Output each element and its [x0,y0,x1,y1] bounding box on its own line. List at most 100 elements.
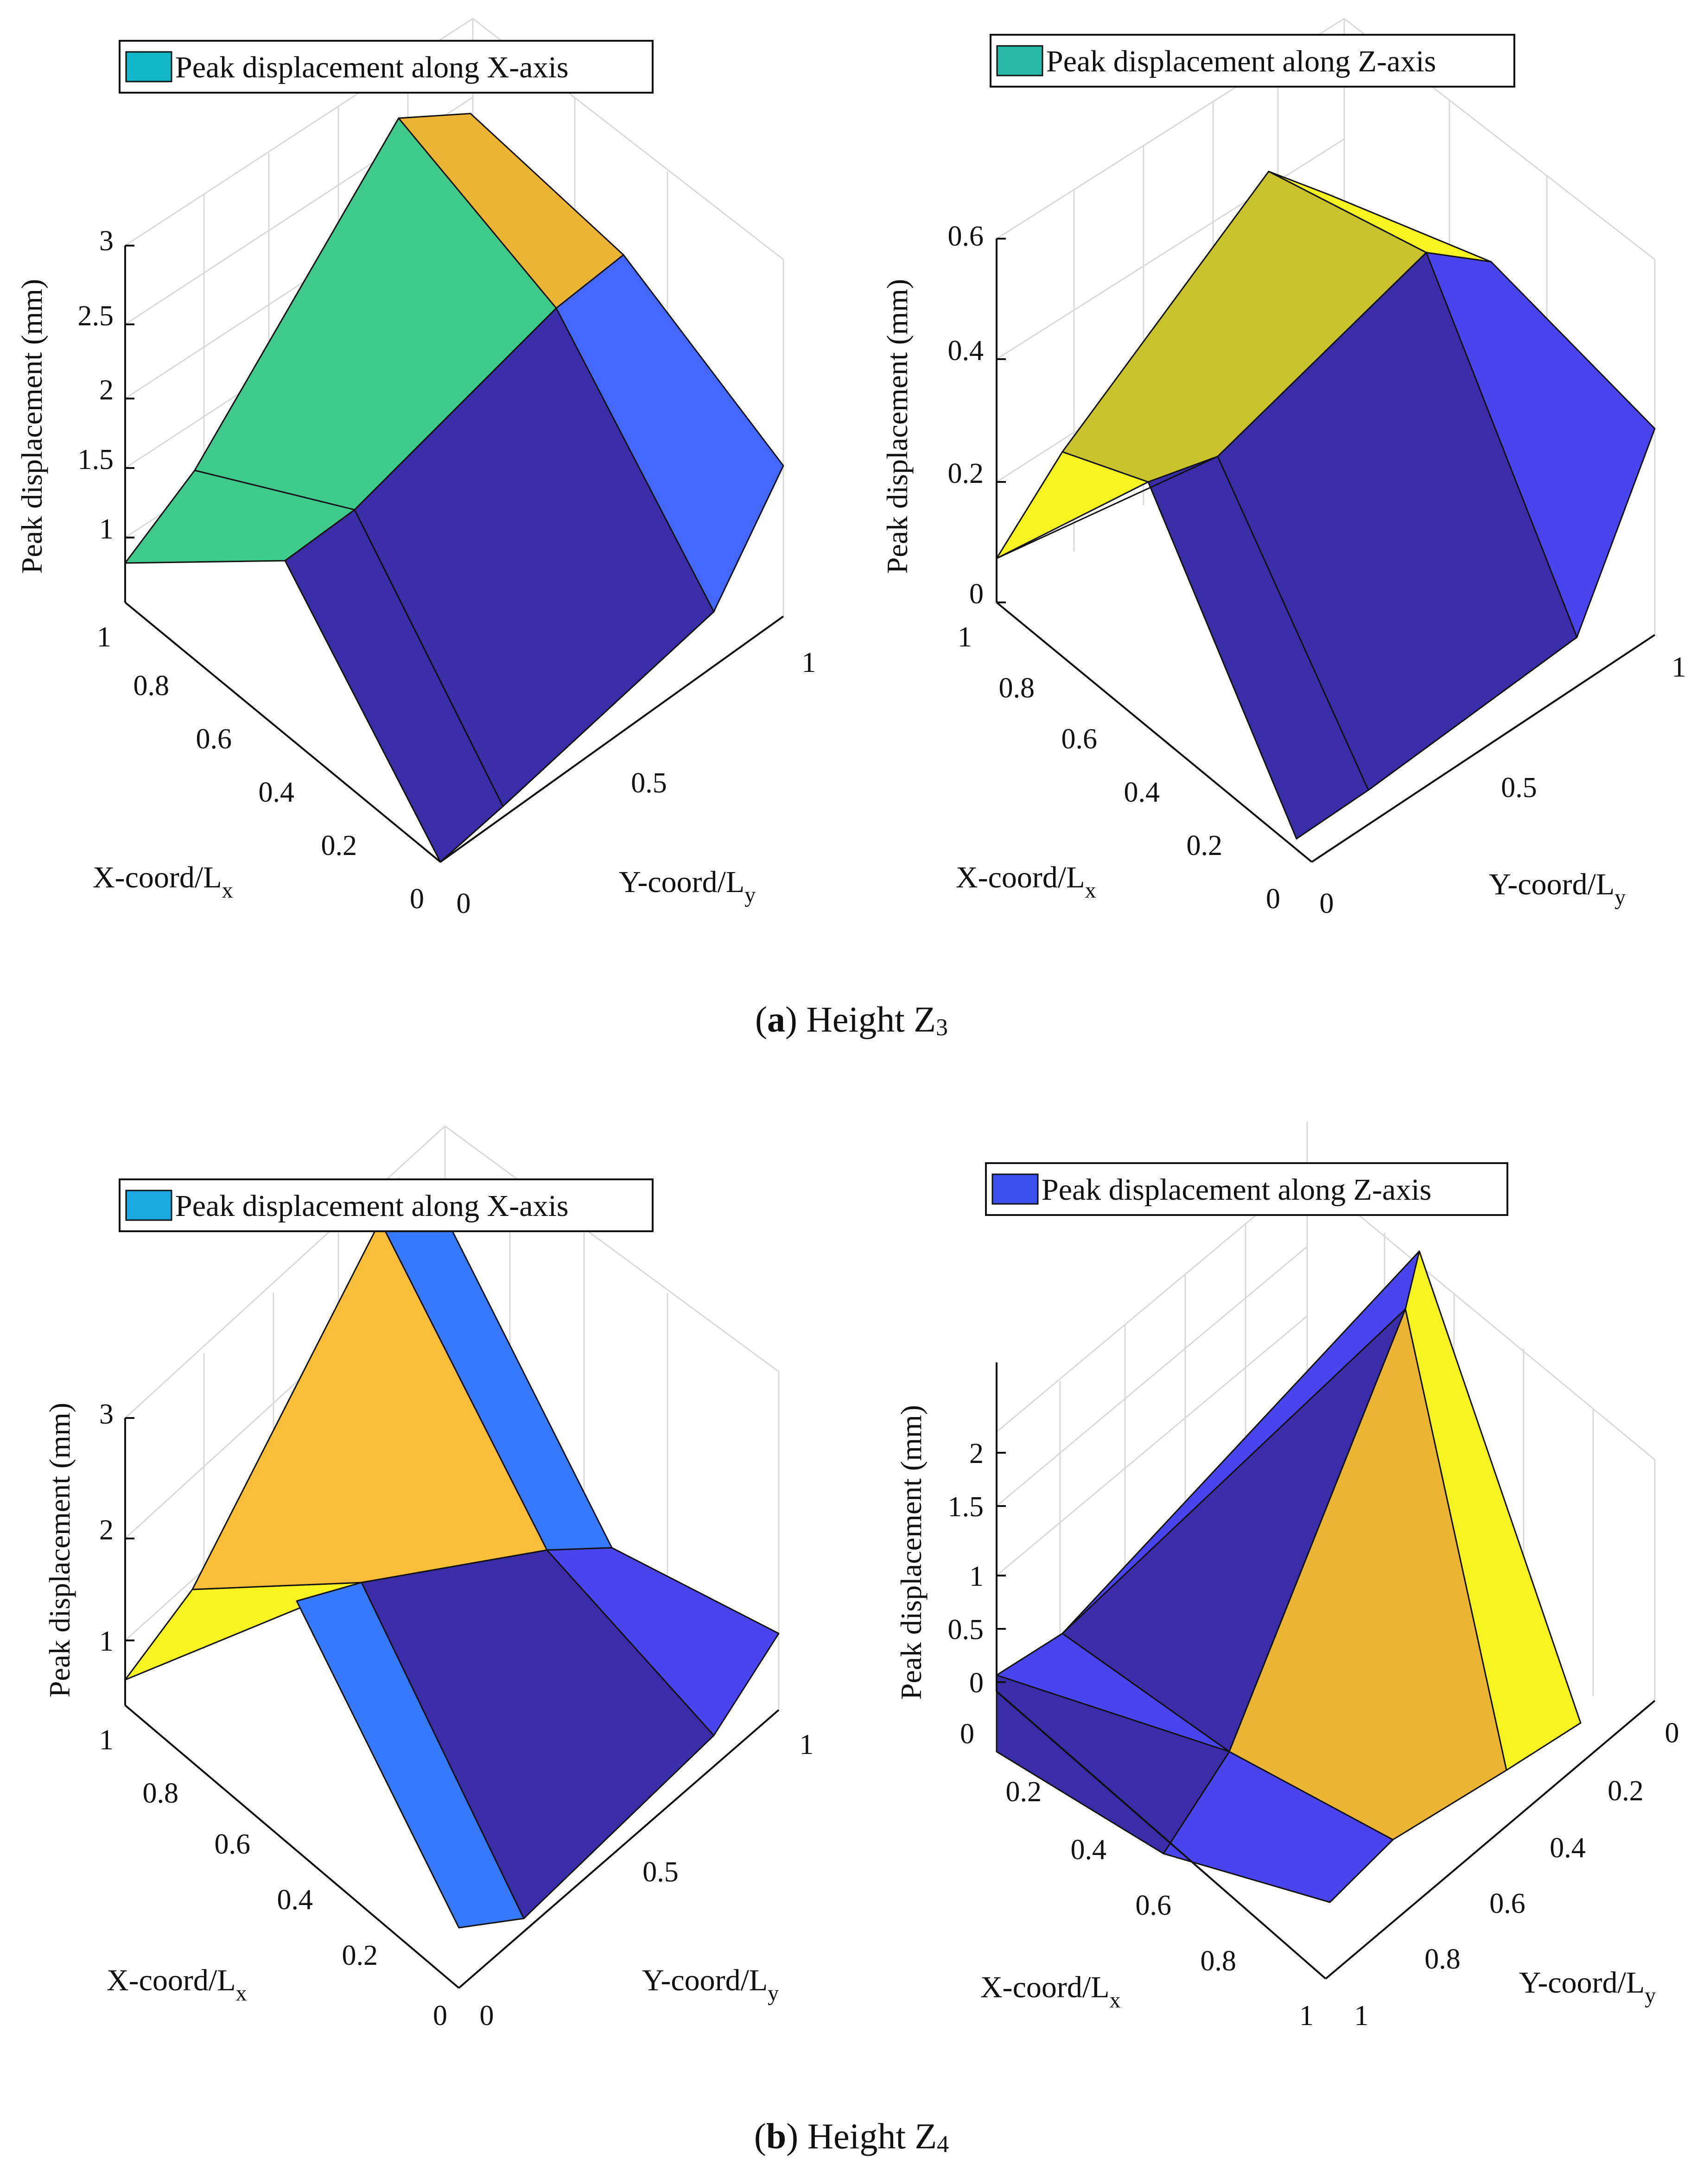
ticks [125,1417,134,1641]
y-tick-label: 1 [800,1729,814,1760]
legend: Peak displacement along Z-axis [985,1162,1508,1216]
x-tick-label: 1 [958,621,972,653]
ticks [125,245,134,538]
chart-b-left-svg: 1 2 3 0 0.2 0.4 0.6 0.8 1 0 0.5 1 Peak d… [43,1125,814,2032]
chart-b-right-svg: 0 0.5 1 1.5 2 0 0.2 0.4 0.6 0.8 1 0 0.2 … [895,1121,1679,2032]
y-tick-label: 1 [1354,2000,1369,2032]
legend-swatch [991,1173,1039,1205]
chart-b-right: 0 0.5 1 1.5 2 0 0.2 0.4 0.6 0.8 1 0 0.2 … [852,1094,1703,2057]
z-tick-label: 0.6 [948,221,984,252]
x-tick-labels: 0 0.2 0.4 0.6 0.8 1 [960,1718,1314,2032]
x-tick-label: 0.8 [133,670,170,702]
axes [124,246,784,863]
x-tick-labels: 0 0.2 0.4 0.6 0.8 1 [99,1724,447,2032]
y-tick-label: 0.8 [1424,1943,1461,1975]
y-tick-labels: 0 0.5 1 [480,1729,814,2032]
surface [996,171,1656,840]
caption-a-letter: a [767,999,786,1039]
caption-b-sub: 4 [937,2131,949,2158]
z-tick-label: 0.2 [948,458,984,489]
z-tick-labels: 1 1.5 2 2.5 3 [78,225,114,545]
z-axis-label: Peak displacement (mm) [881,279,914,574]
chart-a-right-svg: 0 0.2 0.4 0.6 0 0.2 0.4 0.6 0.8 1 0 0.5 … [881,18,1686,919]
ticks [997,1452,1006,1683]
surface-patch-low1 [361,1549,715,1919]
z-tick-labels: 0 0.5 1 1.5 2 [948,1438,984,1699]
x-tick-label: 0 [960,1718,974,1750]
caption-b-letter: b [766,2116,787,2156]
legend: Peak displacement along X-axis [119,40,654,94]
z-tick-label: 0 [969,1667,984,1699]
ticks [997,238,1006,603]
y-tick-label: 0 [457,888,471,919]
y-tick-label: 0.5 [642,1856,679,1888]
x-tick-labels: 0 0.2 0.4 0.6 0.8 1 [958,621,1280,915]
x-tick-label: 0.4 [1124,777,1160,808]
z-tick-label: 3 [99,1399,114,1430]
y-tick-labels: 0 0.5 1 [457,647,816,919]
x-axis-label: X-coord/Lx [93,861,233,903]
x-tick-label: 1 [97,621,111,653]
z-tick-label: 0.5 [948,1614,984,1646]
x-tick-label: 0.2 [321,830,357,861]
z-tick-label: 2 [99,1514,114,1546]
legend-label: Peak displacement along X-axis [175,51,569,84]
axes [996,239,1656,863]
legend: Peak displacement along X-axis [119,1178,654,1232]
y-tick-label: 0.5 [631,767,667,799]
z-axis-label: Peak displacement (mm) [43,1403,76,1697]
x-axis-label: X-coord/Lx [107,1963,247,2006]
caption-a: (a) Height Z3 [755,999,948,1041]
x-tick-label: 0.8 [1201,1945,1237,1977]
z-tick-label: 0 [969,578,984,610]
z-axis-label: Peak displacement (mm) [895,1405,928,1700]
x-tick-label: 0.6 [215,1829,251,1860]
x-tick-label: 0.6 [196,723,232,755]
z-tick-labels: 1 2 3 [99,1399,114,1657]
x-tick-label: 0.4 [259,777,295,808]
z-tick-label: 0.4 [948,335,984,367]
y-axis-label: Y-coord/Ly [1519,1966,1656,2008]
z-tick-label: 1.5 [78,444,114,475]
x-tick-label: 0.8 [143,1778,179,1809]
x-tick-label: 1 [1299,2000,1314,2032]
y-tick-label: 0.6 [1489,1888,1525,1919]
x-tick-labels: 0 0.2 0.4 0.6 0.8 1 [97,621,424,915]
z-axis-label: Peak displacement (mm) [15,279,48,574]
caption-b-text: Height Z [807,2116,937,2156]
z-tick-label: 3 [99,225,114,257]
legend-label: Peak displacement along X-axis [175,1189,569,1223]
caption-b: (b) Height Z4 [754,2116,949,2158]
chart-a-left-svg: 1 1.5 2 2.5 3 0 0.2 0.4 0.6 0.8 1 0 0.5 … [15,18,816,919]
y-axis-label: Y-coord/Ly [1489,867,1626,910]
y-tick-label: 0.5 [1501,772,1537,804]
x-tick-label: 0.8 [999,672,1035,704]
x-tick-label: 0.4 [1071,1834,1107,1866]
legend-label: Peak displacement along Z-axis [1046,44,1436,78]
y-axis-label: Y-coord/Ly [619,865,756,907]
axes [124,1418,780,1989]
y-tick-label: 0 [1665,1717,1679,1749]
y-tick-labels: 0 0.2 0.4 0.6 0.8 1 [1354,1717,1679,2032]
x-tick-label: 0 [1266,883,1280,915]
x-axis-label: X-coord/Lx [956,861,1096,903]
y-tick-labels: 0 0.5 1 [1320,652,1686,919]
caption-a-text: Height Z [806,999,936,1039]
legend: Peak displacement along Z-axis [990,34,1515,88]
z-tick-labels: 0 0.2 0.4 0.6 [948,221,984,610]
legend-swatch [125,1190,172,1221]
chart-b-left: 1 2 3 0 0.2 0.4 0.6 0.8 1 0 0.5 1 Peak d… [0,1094,852,2057]
x-tick-label: 0 [433,2000,447,2032]
z-tick-label: 2.5 [78,300,114,332]
x-tick-label: 0.2 [342,1940,378,1971]
y-tick-label: 1 [1672,652,1686,683]
z-tick-label: 1 [969,1561,984,1592]
surface [124,113,784,863]
legend-swatch [996,45,1043,76]
y-tick-label: 0 [1320,888,1334,919]
x-tick-label: 0.4 [277,1884,313,1916]
y-tick-label: 0.4 [1550,1832,1586,1864]
x-tick-label: 0 [410,883,424,915]
axes [996,1362,1656,1980]
z-tick-label: 1 [99,513,114,545]
